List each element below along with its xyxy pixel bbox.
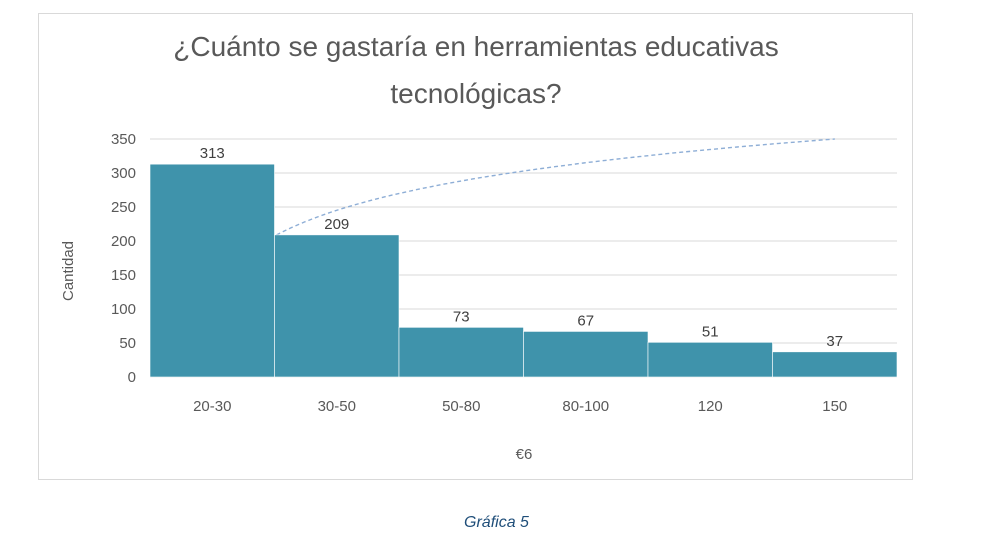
x-tick-label: 80-100 <box>562 398 609 415</box>
bar-20-30 <box>149 163 275 378</box>
y-tick-label: 50 <box>119 335 136 352</box>
chart: ¿Cuánto se gastaría en herramientas educ… <box>60 31 898 463</box>
data-label: 313 <box>200 145 225 162</box>
chart-title-line-1: ¿Cuánto se gastaría en herramientas educ… <box>173 31 778 62</box>
data-label: 209 <box>324 216 349 233</box>
data-label: 37 <box>826 333 843 350</box>
y-tick-label: 200 <box>111 233 136 250</box>
y-tick-label: 250 <box>111 199 136 216</box>
x-tick-label: 50-80 <box>442 398 480 415</box>
y-tick-label: 150 <box>111 267 136 284</box>
bar-30-50 <box>274 234 400 378</box>
y-tick-label: 100 <box>111 301 136 318</box>
data-label: 51 <box>702 323 719 340</box>
data-label: 67 <box>577 312 594 329</box>
x-tick-label: 120 <box>698 398 723 415</box>
x-tick-label: 20-30 <box>193 398 231 415</box>
chart-title-line-2: tecnológicas? <box>390 78 561 109</box>
data-label: 73 <box>453 308 470 325</box>
y-tick-label: 0 <box>128 369 136 386</box>
bar-80-100 <box>523 331 649 378</box>
x-axis-label: €6 <box>516 446 533 463</box>
bar-50-80 <box>398 327 524 378</box>
y-axis-label: Cantidad <box>60 241 77 301</box>
chart-frame: ¿Cuánto se gastaría en herramientas educ… <box>38 13 913 480</box>
bar-150 <box>772 351 898 378</box>
x-tick-label: 150 <box>822 398 847 415</box>
x-tick-label: 30-50 <box>318 398 356 415</box>
bar-120 <box>647 342 773 378</box>
y-tick-label: 350 <box>111 131 136 148</box>
figure-caption: Gráfica 5 <box>464 514 529 531</box>
y-tick-label: 300 <box>111 165 136 182</box>
trend-line <box>276 138 835 236</box>
